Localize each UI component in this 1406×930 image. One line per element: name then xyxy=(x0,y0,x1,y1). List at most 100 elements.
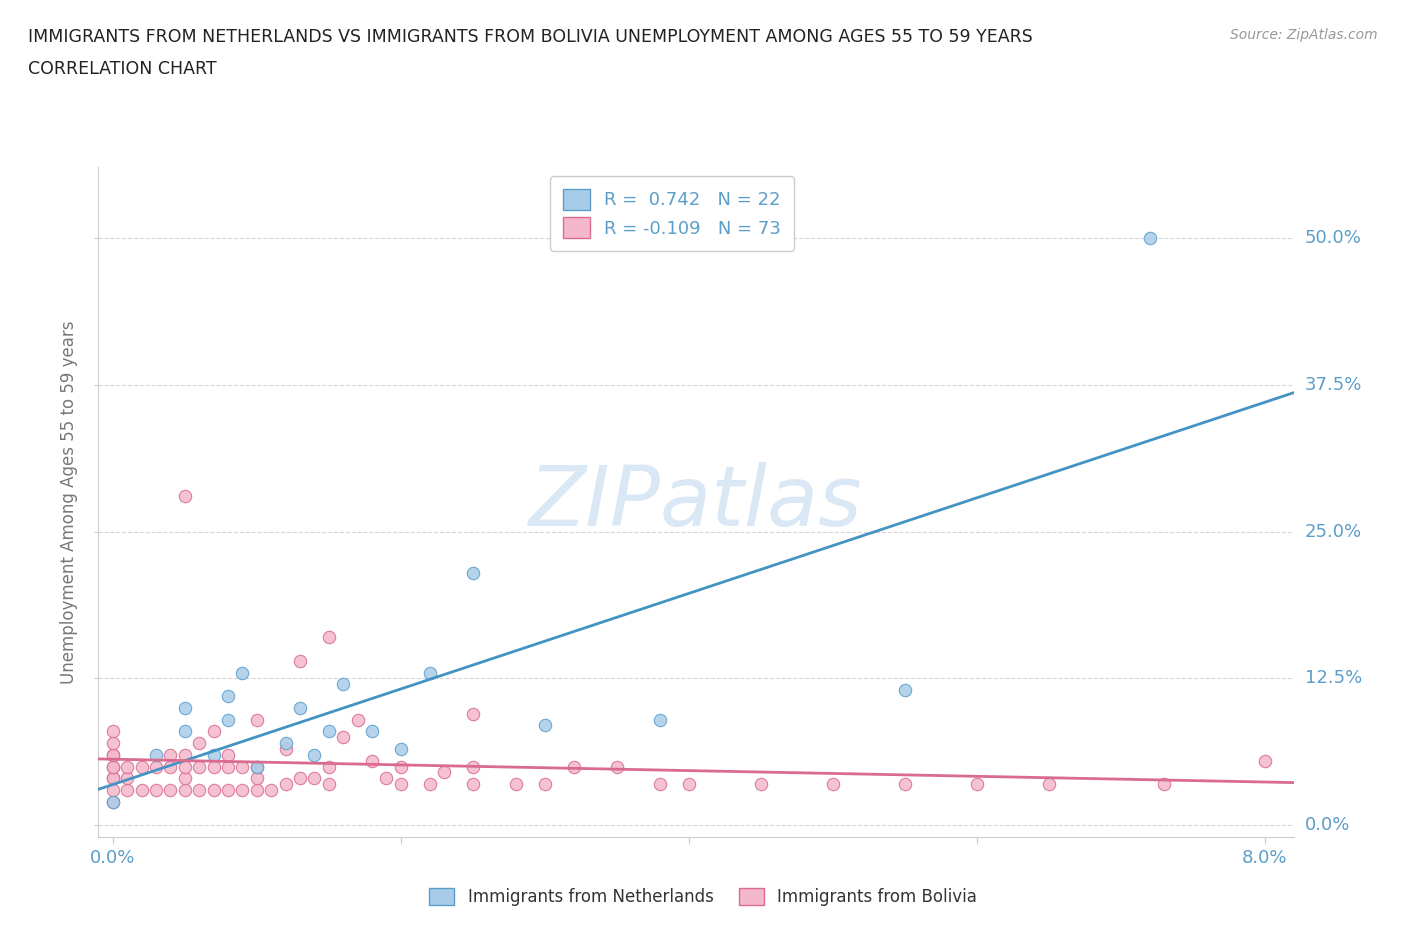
Point xyxy=(1038,777,1060,791)
Point xyxy=(101,724,124,738)
Point xyxy=(173,748,195,763)
Y-axis label: Unemployment Among Ages 55 to 59 years: Unemployment Among Ages 55 to 59 years xyxy=(60,321,79,684)
Point xyxy=(159,782,181,797)
Point xyxy=(1153,777,1175,791)
Point xyxy=(246,759,269,774)
Point xyxy=(115,771,138,786)
Point xyxy=(217,759,239,774)
Point xyxy=(304,771,326,786)
Point xyxy=(288,771,311,786)
Point xyxy=(101,794,124,809)
Point xyxy=(461,706,484,721)
Point xyxy=(318,759,340,774)
Point xyxy=(1254,753,1277,768)
Text: 50.0%: 50.0% xyxy=(1305,229,1361,246)
Point xyxy=(318,630,340,644)
Point xyxy=(274,736,297,751)
Point xyxy=(389,741,412,756)
Text: 37.5%: 37.5% xyxy=(1305,376,1362,393)
Point xyxy=(389,759,412,774)
Point xyxy=(893,683,915,698)
Point xyxy=(562,759,585,774)
Point xyxy=(173,771,195,786)
Text: 0.0%: 0.0% xyxy=(1305,817,1350,834)
Point xyxy=(318,777,340,791)
Point xyxy=(131,759,153,774)
Point xyxy=(101,782,124,797)
Point xyxy=(159,748,181,763)
Point xyxy=(231,665,253,680)
Point xyxy=(346,712,368,727)
Point xyxy=(173,724,195,738)
Point xyxy=(173,759,195,774)
Point xyxy=(260,782,283,797)
Point xyxy=(389,777,412,791)
Point xyxy=(159,759,181,774)
Point xyxy=(361,753,384,768)
Point xyxy=(217,712,239,727)
Point xyxy=(145,782,167,797)
Point xyxy=(115,759,138,774)
Point xyxy=(533,718,555,733)
Point xyxy=(274,741,297,756)
Point xyxy=(145,748,167,763)
Point xyxy=(202,724,225,738)
Point xyxy=(101,759,124,774)
Point xyxy=(821,777,844,791)
Point xyxy=(101,736,124,751)
Point xyxy=(101,771,124,786)
Point xyxy=(648,712,671,727)
Point xyxy=(332,730,354,745)
Point xyxy=(246,782,269,797)
Point xyxy=(202,759,225,774)
Point xyxy=(274,777,297,791)
Point xyxy=(231,782,253,797)
Point xyxy=(101,771,124,786)
Point xyxy=(101,748,124,763)
Point xyxy=(101,794,124,809)
Point xyxy=(461,759,484,774)
Point xyxy=(533,777,555,791)
Point xyxy=(131,782,153,797)
Point xyxy=(606,759,628,774)
Point xyxy=(188,736,211,751)
Point xyxy=(101,748,124,763)
Point xyxy=(419,665,441,680)
Text: IMMIGRANTS FROM NETHERLANDS VS IMMIGRANTS FROM BOLIVIA UNEMPLOYMENT AMONG AGES 5: IMMIGRANTS FROM NETHERLANDS VS IMMIGRANT… xyxy=(28,28,1033,46)
Text: Source: ZipAtlas.com: Source: ZipAtlas.com xyxy=(1230,28,1378,42)
Point xyxy=(173,782,195,797)
Point xyxy=(217,748,239,763)
Text: ZIPatlas: ZIPatlas xyxy=(529,461,863,543)
Text: 12.5%: 12.5% xyxy=(1305,670,1362,687)
Text: CORRELATION CHART: CORRELATION CHART xyxy=(28,60,217,78)
Point xyxy=(1139,231,1161,246)
Point xyxy=(332,677,354,692)
Point xyxy=(749,777,772,791)
Text: 25.0%: 25.0% xyxy=(1305,523,1362,540)
Point xyxy=(419,777,441,791)
Point xyxy=(246,759,269,774)
Legend: Immigrants from Netherlands, Immigrants from Bolivia: Immigrants from Netherlands, Immigrants … xyxy=(423,881,983,912)
Point xyxy=(461,777,484,791)
Point xyxy=(246,771,269,786)
Point xyxy=(361,724,384,738)
Point xyxy=(202,748,225,763)
Point xyxy=(505,777,527,791)
Point xyxy=(217,782,239,797)
Point xyxy=(202,782,225,797)
Point xyxy=(288,700,311,715)
Point xyxy=(173,700,195,715)
Point xyxy=(966,777,988,791)
Point xyxy=(461,565,484,580)
Point xyxy=(375,771,398,786)
Point xyxy=(101,759,124,774)
Point xyxy=(893,777,915,791)
Point xyxy=(288,654,311,669)
Point xyxy=(188,782,211,797)
Point xyxy=(648,777,671,791)
Point xyxy=(173,489,195,504)
Point xyxy=(246,712,269,727)
Point xyxy=(188,759,211,774)
Point xyxy=(231,759,253,774)
Point xyxy=(145,759,167,774)
